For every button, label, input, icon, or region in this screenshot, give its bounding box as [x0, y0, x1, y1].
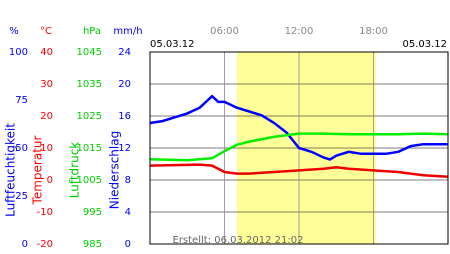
series-line: [149, 94, 448, 161]
y-tick-label: 1005: [77, 175, 102, 186]
y-tick-label: 8: [125, 175, 131, 186]
series-line: [149, 132, 449, 162]
footer: Erstellt: 06.03.2012 21:02: [173, 235, 304, 246]
axis-unit: °C: [40, 26, 52, 37]
series-line: [149, 163, 449, 179]
x-tick-label: 18:00: [359, 26, 388, 37]
y-tick-label: 4: [125, 207, 131, 218]
y-tick-label: 1015: [77, 143, 102, 154]
y-tick-label: 985: [83, 239, 102, 250]
y-tick-label: 12: [118, 143, 131, 154]
y-tick-label: 50: [15, 143, 28, 154]
y-tick-label: 16: [118, 111, 131, 122]
y-tick-label: 40: [40, 47, 53, 58]
date-left: 05.03.12: [150, 39, 195, 50]
y-tick-label: 0: [22, 239, 28, 250]
y-tick-label: 24: [118, 47, 131, 58]
y-tick-label: 100: [9, 47, 28, 58]
y-tick-label: -10: [37, 207, 53, 218]
y-tick-label: 1025: [77, 111, 102, 122]
axis-unit: hPa: [83, 26, 101, 37]
x-tick-label: 12:00: [285, 26, 314, 37]
y-tick-label: 1045: [77, 47, 102, 58]
y-tick-label: 20: [118, 79, 131, 90]
y-tick-label: 25: [15, 191, 28, 202]
axis-title: Luftdruck: [68, 142, 82, 199]
axis-unit: %: [9, 26, 19, 37]
y-tick-label: 1035: [77, 79, 102, 90]
y-tick-label: -20: [37, 239, 53, 250]
x-tick-label: 06:00: [210, 26, 239, 37]
y-tick-label: 0: [125, 239, 131, 250]
axis-unit: mm/h: [113, 26, 142, 37]
y-tick-label: 30: [40, 79, 53, 90]
axis-title: Luftfeuchtigkeit: [4, 123, 18, 217]
y-tick-label: 995: [83, 207, 102, 218]
y-tick-label: 0: [47, 175, 53, 186]
y-tick-label: 75: [15, 95, 28, 106]
y-tick-label: 10: [40, 143, 53, 154]
date-right: 05.03.12: [402, 39, 447, 50]
axis-title: Niederschlag: [108, 131, 122, 209]
y-tick-label: 20: [40, 111, 53, 122]
plot-frame: [149, 51, 449, 245]
axis-title: Temperatur: [31, 135, 45, 205]
